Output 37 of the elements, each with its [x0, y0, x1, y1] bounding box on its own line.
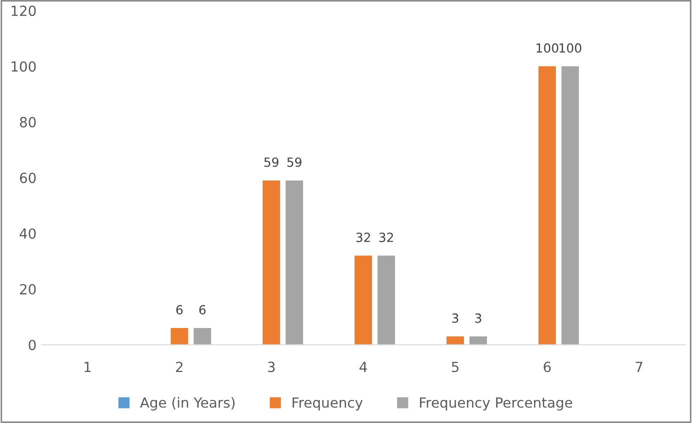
y-tick-label: 120 [12, 6, 36, 16]
data-label: 3 [475, 313, 482, 323]
bar [286, 180, 304, 345]
data-label: 32 [379, 232, 393, 242]
data-label: 6 [176, 305, 183, 315]
legend-label: Frequency [292, 397, 363, 410]
x-tick-label: 7 [636, 362, 642, 372]
x-tick-label: 1 [84, 362, 91, 372]
data-label: 3 [452, 313, 458, 323]
y-tick-label: 0 [28, 340, 36, 350]
bar [561, 66, 579, 345]
x-tick-label: 5 [452, 362, 458, 372]
data-label: 6 [199, 305, 206, 315]
bar [469, 336, 487, 345]
data-label: 59 [264, 157, 278, 167]
bar [538, 66, 556, 345]
x-tick-label: 3 [268, 362, 275, 372]
y-tick-label: 60 [20, 172, 36, 184]
legend-label: Age (in Years) [140, 397, 235, 410]
data-label: 32 [356, 232, 370, 242]
bar [354, 256, 372, 345]
y-tick-label: 100 [12, 61, 36, 72]
x-tick-label: 4 [360, 362, 367, 372]
legend-label: Frequency Percentage [420, 397, 572, 410]
bar [446, 336, 464, 345]
y-tick-label: 20 [20, 284, 36, 295]
data-label: 59 [287, 157, 302, 167]
bar [194, 328, 212, 345]
data-label: 100 [560, 43, 582, 53]
data-label: 100 [536, 43, 558, 53]
x-tick-label: 6 [544, 362, 551, 372]
y-tick-label: 40 [20, 228, 36, 239]
y-tick-label: 80 [20, 116, 36, 128]
bar [170, 328, 188, 345]
x-tick-label: 2 [176, 362, 182, 372]
bar [378, 256, 396, 345]
bar [262, 180, 280, 345]
